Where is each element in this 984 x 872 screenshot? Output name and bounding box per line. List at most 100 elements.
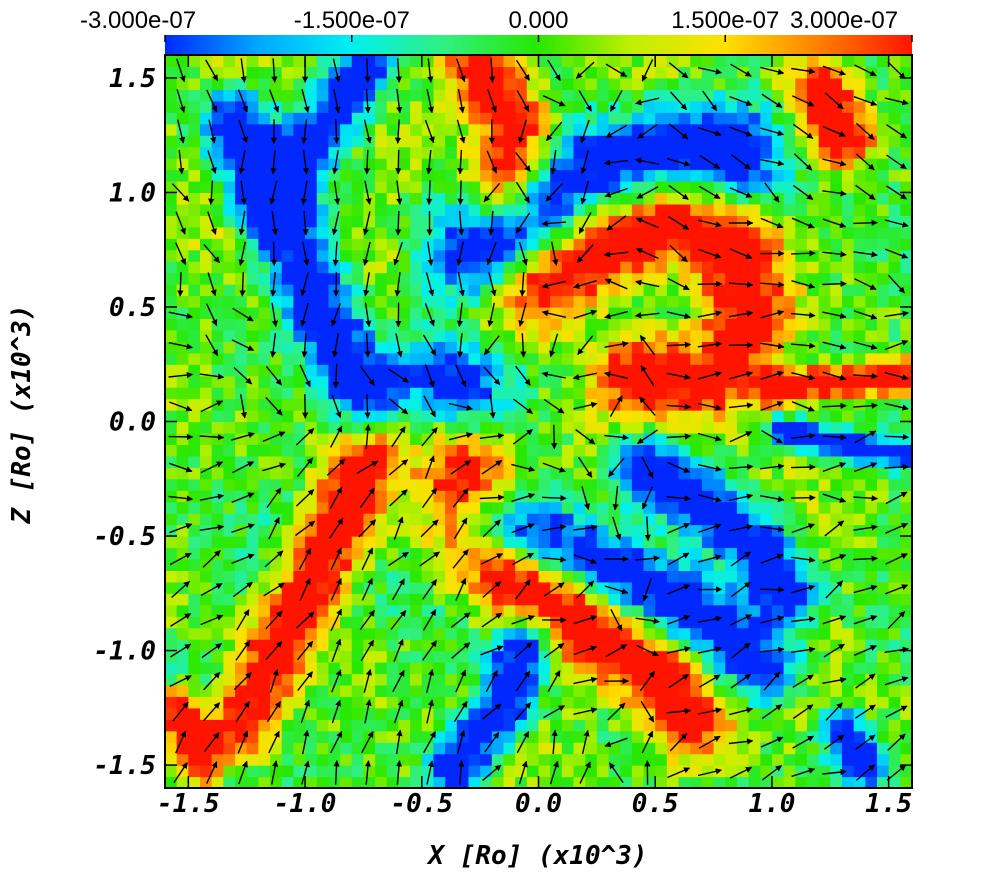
- heatmap-cell: [375, 730, 388, 743]
- heatmap-cell: [223, 158, 236, 171]
- heatmap-cell: [328, 593, 341, 606]
- heatmap-cell: [876, 341, 890, 354]
- heatmap-cell: [865, 570, 878, 583]
- heatmap-cell: [876, 249, 890, 262]
- heatmap-cell: [783, 501, 796, 514]
- heatmap-cell: [305, 765, 318, 778]
- heatmap-cell: [200, 444, 213, 457]
- heatmap-cell: [701, 341, 715, 354]
- vector-arrow: [479, 494, 505, 501]
- heatmap-cell: [736, 306, 750, 320]
- heatmap-cell: [246, 272, 259, 285]
- heatmap-cell: [620, 684, 633, 697]
- vector-arrow: [759, 495, 785, 503]
- heatmap-cell: [386, 627, 400, 640]
- heatmap-cell: [725, 478, 738, 491]
- heatmap-cell: [398, 719, 411, 732]
- heatmap-cell: [433, 639, 446, 652]
- heatmap-cell: [235, 501, 248, 514]
- heatmap-cell: [783, 215, 796, 228]
- heatmap-cell: [375, 547, 388, 560]
- vector-arrow: [887, 274, 906, 294]
- heatmap-cell: [223, 570, 236, 583]
- heatmap-cell: [258, 684, 271, 697]
- heatmap-cell: [655, 719, 668, 732]
- vector-arrow: [855, 673, 876, 689]
- heatmap-cell: [421, 444, 435, 457]
- heatmap-cell: [701, 364, 715, 377]
- heatmap-cell: [270, 421, 283, 434]
- heatmap-cell: [725, 410, 738, 423]
- heatmap-cell: [876, 684, 890, 697]
- vector-arrow: [456, 119, 466, 144]
- heatmap-cell: [398, 536, 411, 549]
- heatmap-cell: [281, 719, 294, 732]
- heatmap-cell: [643, 318, 656, 331]
- vector-arrow: [176, 58, 186, 83]
- heatmap-cell: [561, 604, 575, 617]
- heatmap-cell: [806, 776, 820, 788]
- heatmap-cell: [281, 432, 294, 445]
- vector-arrow: [199, 373, 225, 380]
- heatmap-cell: [433, 352, 446, 365]
- heatmap-cell: [375, 146, 388, 159]
- heatmap-cell: [865, 66, 878, 79]
- heatmap-cell: [900, 261, 912, 274]
- vector-arrow: [302, 210, 309, 236]
- heatmap-cell: [398, 146, 411, 159]
- heatmap-cell: [865, 238, 878, 251]
- heatmap-cell: [795, 742, 808, 755]
- heatmap-cell: [701, 329, 715, 342]
- heatmap-cell: [538, 753, 551, 766]
- heatmap-cell: [258, 238, 271, 251]
- vector-arrow: [887, 61, 906, 80]
- heatmap-cell: [666, 650, 680, 663]
- vector-arrow: [511, 463, 536, 472]
- heatmap-cell: [608, 238, 621, 251]
- vector-arrow: [329, 517, 344, 539]
- heatmap-cell: [538, 421, 551, 434]
- heatmap-cell: [900, 684, 912, 697]
- heatmap-cell: [783, 238, 796, 251]
- heatmap-cell: [258, 100, 271, 113]
- heatmap-cell: [375, 341, 388, 354]
- heatmap-cell: [258, 513, 271, 526]
- heatmap-cell: [456, 387, 470, 400]
- heatmap-cell: [900, 467, 912, 480]
- heatmap-cell: [433, 776, 446, 788]
- heatmap-cell: [491, 352, 505, 365]
- heatmap-cell: [363, 66, 376, 79]
- heatmap-cell: [538, 558, 551, 571]
- heatmap-cell: [748, 375, 761, 388]
- heatmap-cell: [538, 375, 551, 388]
- heatmap-cell: [830, 329, 843, 342]
- heatmap-cell: [176, 536, 189, 549]
- heatmap-cell: [725, 421, 738, 434]
- heatmap-cell: [900, 696, 912, 709]
- vector-arrow: [364, 180, 372, 205]
- vector-arrow: [481, 459, 503, 475]
- heatmap-cell: [433, 238, 446, 251]
- vector-arrow: [392, 669, 405, 693]
- x-tick-label: -1.0: [274, 789, 337, 819]
- heatmap-cell: [456, 352, 470, 365]
- heatmap-cell: [631, 673, 645, 686]
- heatmap-cell: [398, 55, 411, 68]
- vector-arrow: [363, 119, 372, 144]
- heatmap-cell: [725, 673, 738, 686]
- heatmap-cell: [200, 513, 213, 526]
- heatmap-cell: [328, 135, 341, 148]
- heatmap-cell: [503, 180, 516, 194]
- heatmap-cell: [340, 558, 353, 571]
- heatmap-cell: [631, 742, 645, 755]
- vector-arrow: [541, 220, 567, 227]
- heatmap-cell: [876, 627, 890, 640]
- heatmap-cell: [573, 696, 586, 709]
- vector-arrow: [269, 180, 278, 205]
- heatmap-cell: [585, 650, 598, 663]
- heatmap-cell: [736, 536, 750, 549]
- heatmap-cell: [503, 421, 516, 434]
- heatmap-cell: [701, 123, 715, 136]
- heatmap-cell: [550, 272, 563, 285]
- y-tick-label: 0.0: [109, 408, 156, 438]
